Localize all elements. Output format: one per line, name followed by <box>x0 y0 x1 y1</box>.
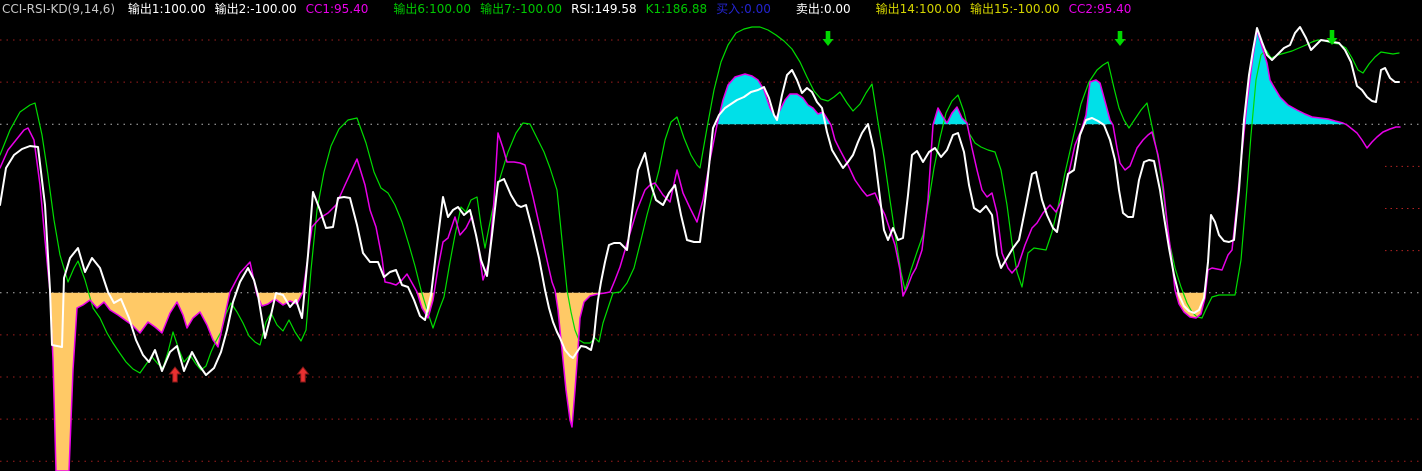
indicator-field: 买入:0.00 <box>716 2 771 16</box>
indicator-field: 输出2:-100.00 <box>214 2 297 16</box>
indicator-header: CCI-RSI-KD(9,14,6) 输出1:100.00 输出2:-100.00… <box>2 1 1422 17</box>
indicator-field: 卖出:0.00 <box>795 2 851 16</box>
sell-arrow-icon <box>822 31 834 46</box>
series-line-cc1 <box>0 29 1401 471</box>
buy-arrow-icon <box>168 366 182 383</box>
indicator-title: CCI-RSI-KD(9,14,6) <box>2 2 116 16</box>
indicator-field: 输出15:-100.00 <box>969 2 1060 16</box>
indicator-field: CC2:95.40 <box>1068 2 1132 16</box>
buy-arrow-icon <box>296 366 310 383</box>
overbought-fill <box>717 30 1346 125</box>
oversold-fill <box>50 292 1206 471</box>
indicator-field: RSI:149.58 <box>571 2 637 16</box>
sell-arrow-icon <box>1114 31 1126 46</box>
sell-arrow-icon <box>1326 30 1338 45</box>
indicator-field: K1:186.88 <box>645 2 708 16</box>
indicator-field: 输出6:100.00 <box>393 2 472 16</box>
indicator-field: 输出7:-100.00 <box>480 2 563 16</box>
indicator-field: CC1:95.40 <box>305 2 369 16</box>
series-line-rsi <box>0 26 1400 376</box>
indicator-field: 输出1:100.00 <box>127 2 206 16</box>
indicator-field: 输出14:100.00 <box>875 2 961 16</box>
